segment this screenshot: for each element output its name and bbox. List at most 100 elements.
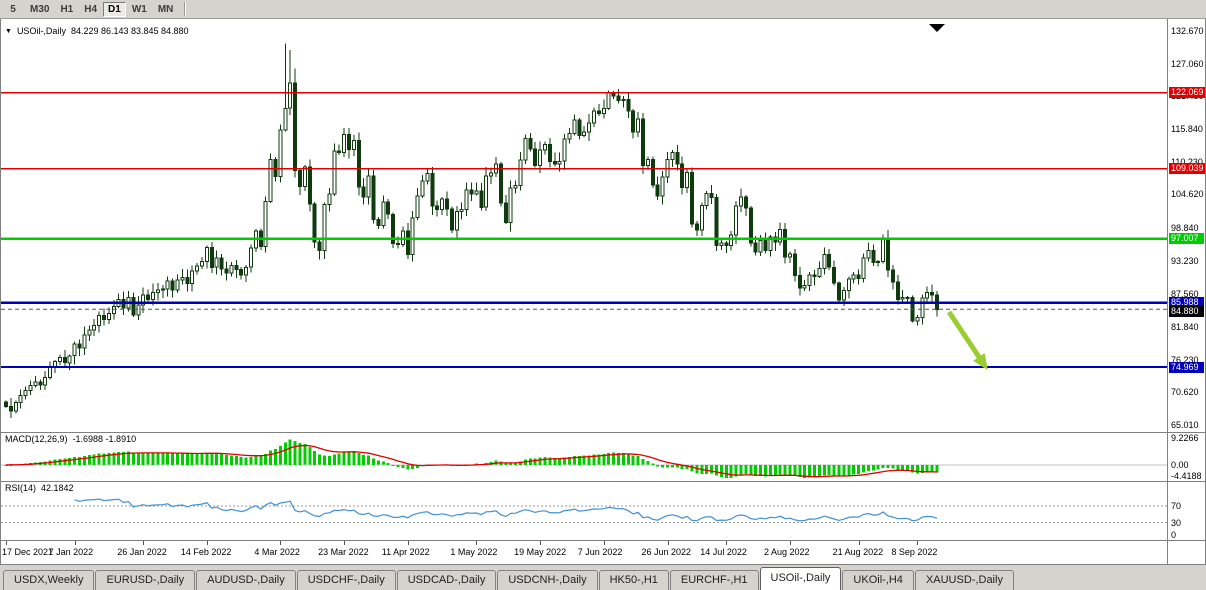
date-tick (280, 541, 282, 545)
candlestick-series (4, 43, 939, 418)
pane-separator (1, 540, 1205, 541)
date-tick (407, 541, 409, 545)
rsi-value: 42.1842 (41, 483, 74, 493)
macd-axis-label: -4.4188 (1171, 471, 1202, 481)
chart-window: 132.670127.060121.450115.840110.230104.6… (0, 19, 1206, 564)
macd-axis: 9.2266 0.00 -4.4188 (1167, 433, 1205, 481)
tab-audusd-daily[interactable]: AUDUSD-,Daily (196, 570, 296, 590)
price-axis-label: 87.560 (1171, 288, 1199, 299)
period-button-m30[interactable]: M30 (30, 3, 50, 15)
pane-separator[interactable] (1, 481, 1205, 482)
date-tick (726, 541, 728, 545)
date-tick (476, 541, 478, 545)
date-axis-corner (1167, 541, 1205, 564)
rsi-surface[interactable] (1, 482, 1167, 540)
price-pane: 132.670127.060121.450115.840110.230104.6… (1, 19, 1205, 432)
date-tick (667, 541, 669, 545)
macd-signal-line (6, 444, 938, 478)
timeframe-toolbar: 5 M30 H1 H4 D1 W1 MN (0, 0, 1206, 19)
rsi-axis: 70 30 0 (1167, 482, 1205, 540)
price-axis-label: 104.620 (1171, 189, 1204, 200)
tab-usoil-daily[interactable]: USOil-,Daily (759, 567, 842, 590)
date-tick (6, 541, 7, 545)
price-axis-label: 127.060 (1171, 58, 1204, 69)
date-axis-label: 26 Jun 2022 (641, 547, 692, 557)
date-axis-label: 14 Feb 2022 (180, 547, 232, 557)
macd-histogram (4, 439, 939, 478)
period-button-5[interactable]: 5 (10, 3, 16, 15)
down-triangle-marker[interactable] (929, 24, 945, 32)
price-chart-surface[interactable] (1, 19, 1167, 432)
price-axis-label: 132.670 (1171, 26, 1204, 36)
date-axis-label: 17 Dec 2021 (2, 547, 54, 557)
date-tick (143, 541, 145, 545)
tab-hk50-h1[interactable]: HK50-,H1 (598, 570, 669, 590)
date-axis-label: 1 May 2022 (450, 547, 498, 557)
date-axis-label: 2 Aug 2022 (764, 547, 810, 557)
tab-ukoil-h4[interactable]: UKOil-,H4 (842, 570, 914, 590)
pane-separator[interactable] (1, 432, 1205, 433)
macd-pane: 9.2266 0.00 -4.4188 MACD(12,26,9) -1.6988 … (1, 433, 1205, 481)
period-button-h1[interactable]: H1 (60, 3, 74, 15)
price-tag-74.969: 74.969 (1169, 361, 1204, 373)
rsi-title: RSI(14) (5, 483, 37, 493)
price-tag-109.039: 109.039 (1169, 163, 1205, 175)
price-tag-97.007: 97.007 (1169, 233, 1204, 245)
chart-ohlc-values: 84.229 86.143 83.845 84.880 (70, 26, 189, 36)
price-axis-label: 76.230 (1171, 354, 1199, 365)
sell-arrow-annotation[interactable] (946, 310, 988, 371)
date-axis-label: 4 Mar 2022 (254, 547, 300, 557)
date-tick (917, 541, 919, 545)
date-axis-label: 23 Mar 2022 (318, 547, 369, 557)
price-axis-label: 110.230 (1171, 156, 1203, 167)
tab-usdcad-daily[interactable]: USDCAD-,Daily (396, 570, 497, 590)
period-button-d1[interactable]: D1 (103, 1, 126, 17)
price-axis-label: 65.010 (1171, 420, 1199, 430)
date-axis-label: 11 Apr 2022 (381, 547, 430, 557)
macd-values: -1.6988 -1.8910 (72, 434, 137, 444)
date-axis-label: 7 Jan 2022 (48, 547, 94, 557)
date-tick (344, 541, 346, 545)
period-button-w1[interactable]: W1 (131, 3, 147, 15)
macd-surface[interactable] (1, 433, 1167, 481)
date-tick (74, 541, 76, 545)
date-axis-label: 7 Jun 2022 (577, 547, 623, 557)
rsi-axis-label: 70 (1171, 501, 1182, 512)
date-tick (206, 541, 208, 545)
chart-tab-bar: USDX,Weekly EURUSD-,Daily AUDUSD-,Daily USD… (0, 564, 1206, 590)
rsi-line (74, 498, 938, 522)
macd-axis-label: 0.00 (1171, 459, 1189, 470)
price-axis-label: 115.840 (1171, 124, 1203, 134)
collapse-chart-icon[interactable]: ▼ (5, 27, 12, 35)
date-tick (540, 541, 542, 545)
period-button-mn[interactable]: MN (157, 3, 174, 15)
date-axis-label: 8 Sep 2022 (891, 547, 938, 557)
price-axis-label: 81.840 (1171, 322, 1199, 332)
tab-usdcnh-daily[interactable]: USDCNH-,Daily (497, 570, 598, 590)
period-button-h4[interactable]: H4 (84, 3, 98, 15)
price-tag-85.988: 85.988 (1169, 297, 1204, 309)
date-axis: 17 Dec 2021 7 Jan 2022 26 Jan 2022 14 Feb 2… (1, 541, 1205, 564)
current-price-tag: 84.880 (1169, 305, 1204, 317)
macd-axis-label: 9.2266 (1171, 433, 1199, 443)
date-axis-label: 14 Jul 2022 (700, 547, 747, 557)
date-axis-label: 21 Aug 2022 (832, 547, 884, 557)
date-axis-label: 26 Jan 2022 (117, 547, 167, 557)
tab-xauusd-daily[interactable]: XAUUSD-,Daily (914, 570, 1014, 590)
tab-usdx-weekly[interactable]: USDX,Weekly (3, 570, 95, 590)
rsi-pane: 70 30 0 RSI(14) 42.1842 (1, 482, 1205, 540)
price-axis-label: 70.620 (1171, 387, 1199, 398)
price-axis-label: 93.230 (1171, 255, 1199, 266)
price-axis-label: 98.840 (1171, 223, 1199, 233)
toolbar-separator (184, 2, 187, 16)
tab-eurusd-daily[interactable]: EURUSD-,Daily (95, 570, 196, 590)
date-tick (858, 541, 860, 545)
tab-eurchf-h1[interactable]: EURCHF-,H1 (669, 570, 759, 590)
tab-usdchf-daily[interactable]: USDCHF-,Daily (296, 570, 396, 590)
date-tick (603, 541, 605, 545)
rsi-axis-label: 0 (1171, 530, 1177, 540)
date-tick (790, 541, 791, 545)
chart-symbol-label: USOil-,Daily (16, 26, 66, 36)
macd-title: MACD(12,26,9) (5, 434, 68, 444)
date-axis-label: 19 May 2022 (514, 547, 567, 557)
